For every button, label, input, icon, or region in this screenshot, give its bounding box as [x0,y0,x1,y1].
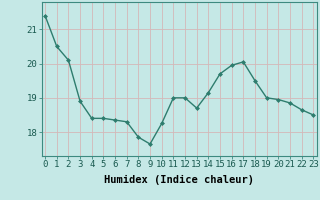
X-axis label: Humidex (Indice chaleur): Humidex (Indice chaleur) [104,175,254,185]
